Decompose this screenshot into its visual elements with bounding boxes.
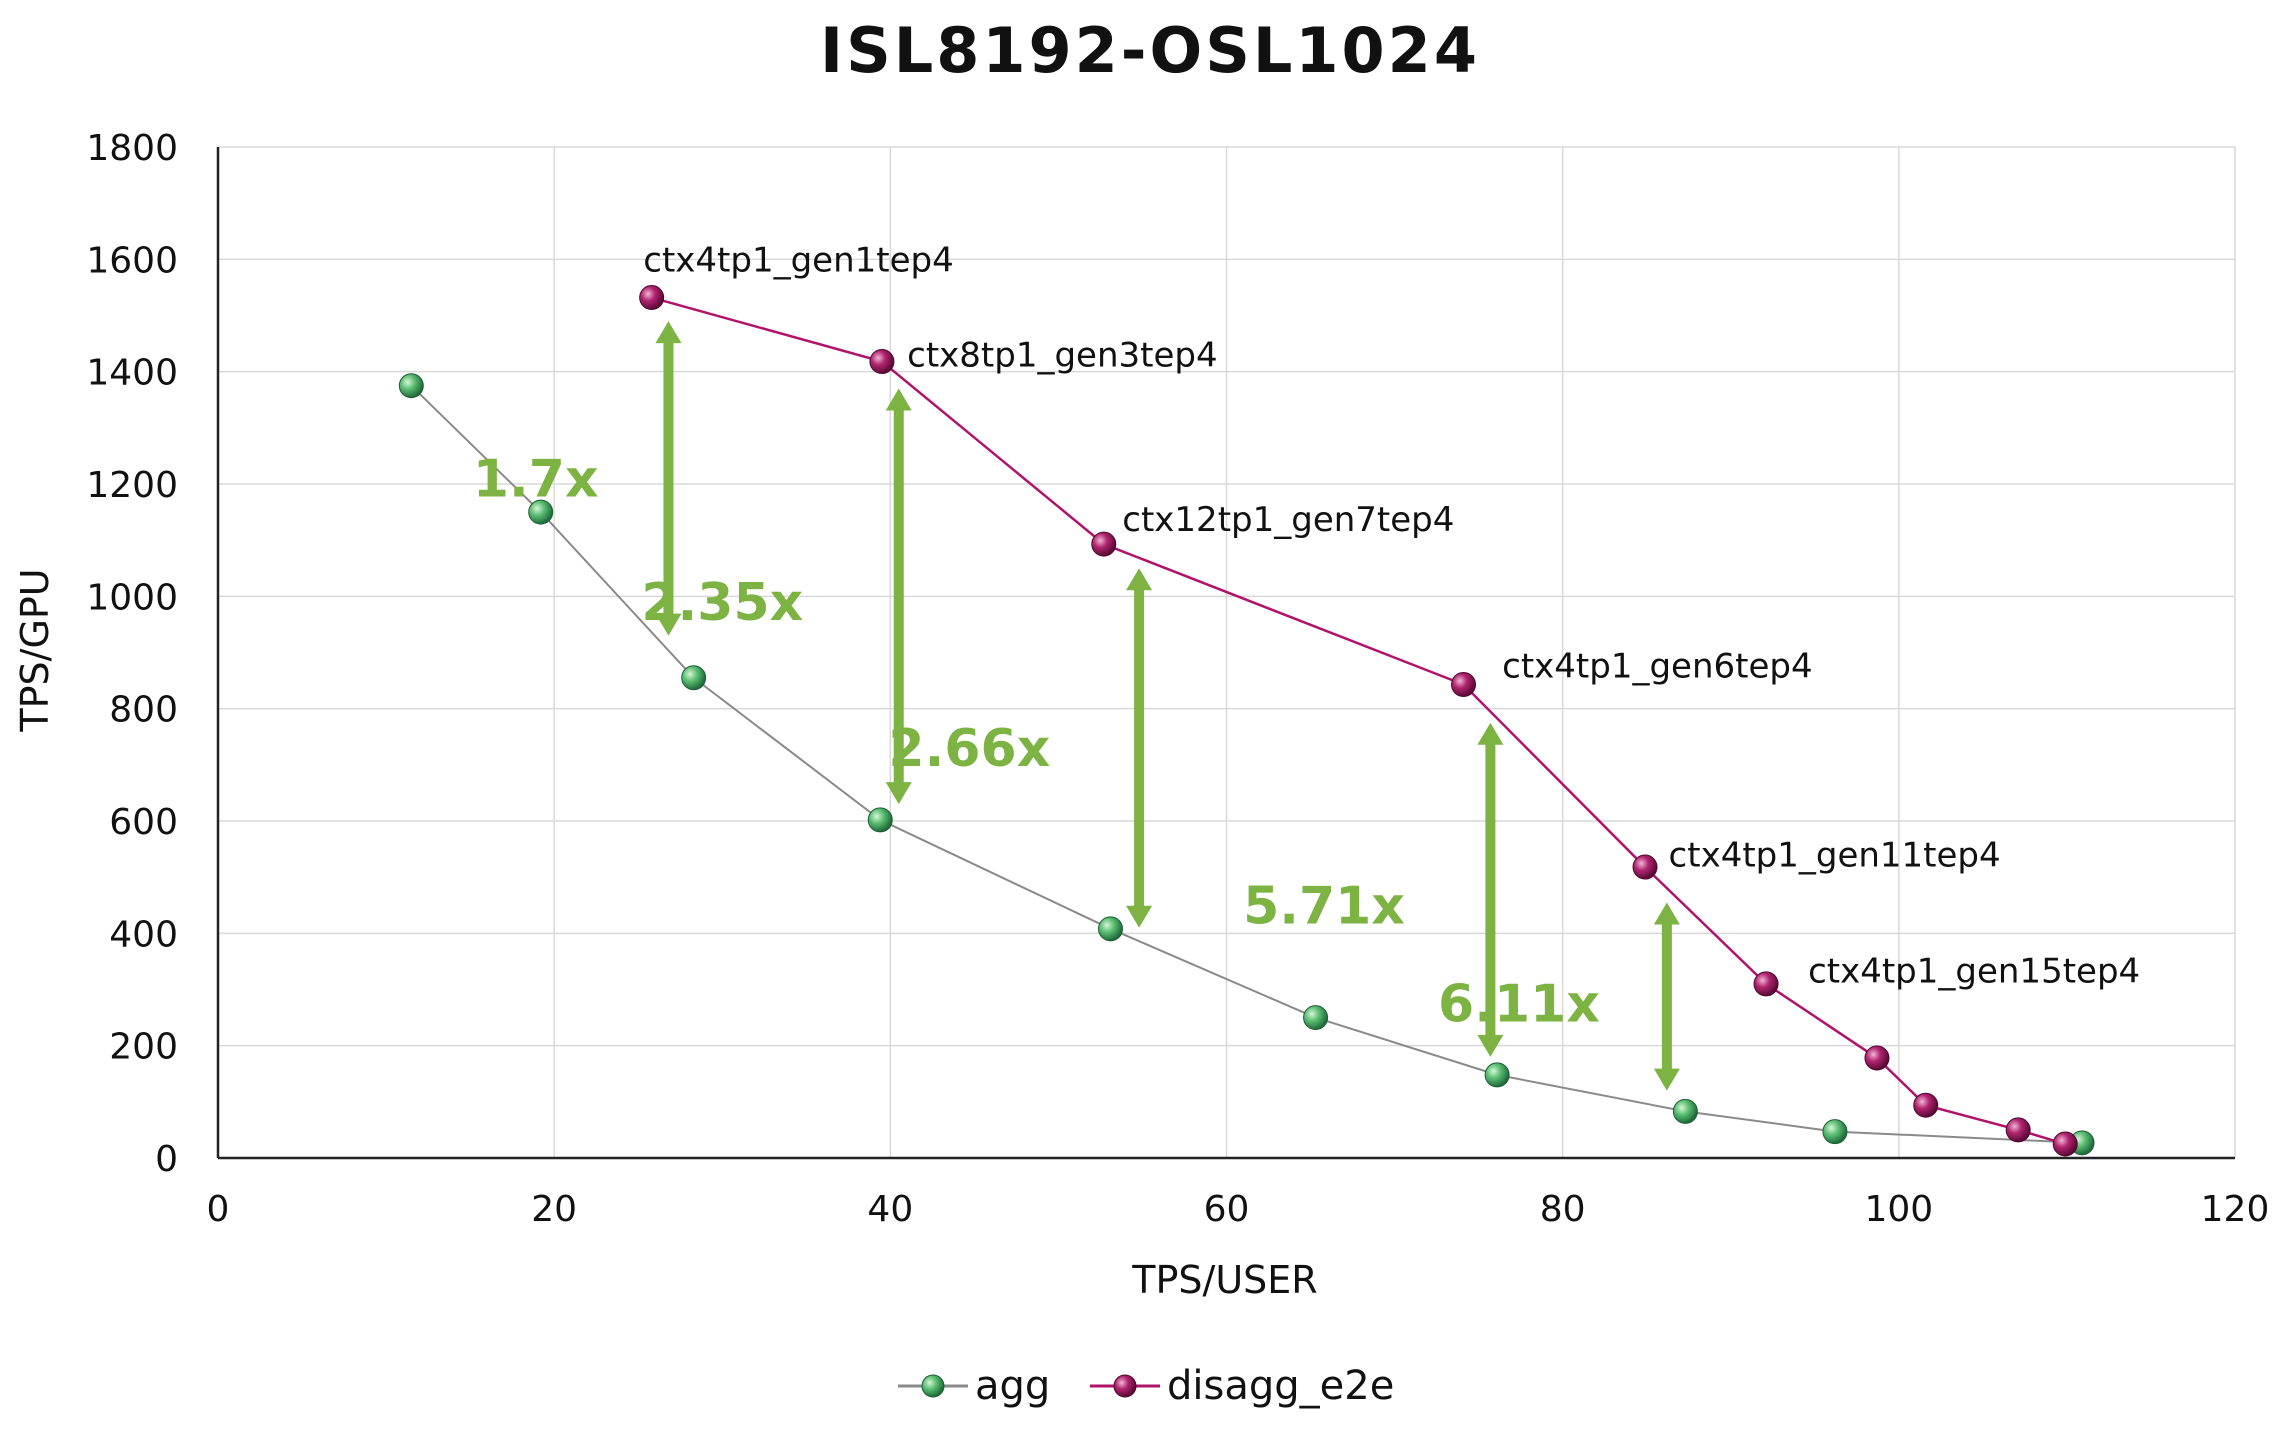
legend-marker-agg bbox=[921, 1374, 945, 1398]
data-point-disagg-e2e bbox=[869, 349, 895, 375]
y-tick-label: 600 bbox=[109, 802, 178, 843]
ratio-label: 5.71x bbox=[1243, 876, 1405, 936]
x-tick-label: 100 bbox=[1864, 1189, 1933, 1230]
data-point-disagg-e2e bbox=[1753, 971, 1779, 997]
data-point-agg bbox=[1303, 1005, 1329, 1031]
data-point-agg bbox=[528, 499, 554, 525]
legend-label-disagg-e2e: disagg_e2e bbox=[1167, 1363, 1394, 1409]
ratio-arrow-shaft bbox=[1661, 922, 1672, 1071]
ratio-arrow-shaft bbox=[1134, 588, 1145, 908]
y-axis-title: TPS/GPU bbox=[13, 568, 57, 732]
ratio-arrow-head-down bbox=[1126, 905, 1153, 928]
ratio-label: 2.66x bbox=[888, 719, 1050, 779]
ratio-arrows: 1.7x 2.35x 2.66x 5.71x 6.11x bbox=[473, 321, 1680, 1091]
ratio-arrow-shaft bbox=[893, 408, 904, 785]
series-line-disagg-e2e bbox=[651, 296, 2066, 1146]
ratio-arrow-head-down bbox=[655, 613, 682, 636]
ratio-arrow-shaft bbox=[663, 341, 674, 616]
y-tick-label: 1800 bbox=[86, 128, 178, 169]
ratio-arrow-head-down bbox=[885, 782, 912, 805]
ratio-arrow-group: 2.66x bbox=[888, 568, 1153, 928]
x-tick-label: 60 bbox=[1204, 1189, 1250, 1230]
ratio-arrow-head-down bbox=[1653, 1068, 1680, 1091]
ratio-arrow-head-up bbox=[1653, 902, 1680, 925]
config-label: ctx4tp1_gen1tep4 bbox=[643, 240, 953, 280]
x-tick-label: 20 bbox=[531, 1189, 577, 1230]
config-label: ctx8tp1_gen3tep4 bbox=[907, 335, 1217, 375]
data-point-disagg-e2e bbox=[2052, 1131, 2078, 1157]
y-tick-label: 200 bbox=[109, 1027, 178, 1068]
ratio-arrow-group: 6.11x bbox=[1438, 902, 1680, 1091]
data-point-agg bbox=[1484, 1062, 1510, 1088]
x-tick-label: 120 bbox=[2201, 1189, 2270, 1230]
y-tick-label: 1000 bbox=[86, 577, 178, 618]
ratio-arrow-group: 2.35x bbox=[641, 388, 912, 805]
ratio-arrow-shaft bbox=[1485, 742, 1496, 1037]
data-point-disagg-e2e bbox=[639, 285, 665, 311]
config-label: ctx12tp1_gen7tep4 bbox=[1122, 500, 1454, 540]
data-point-disagg-e2e bbox=[1913, 1092, 1939, 1118]
x-tick-label: 0 bbox=[207, 1189, 230, 1230]
ratio-label: 1.7x bbox=[473, 449, 599, 509]
y-tick-label: 1400 bbox=[86, 353, 178, 394]
data-point-agg bbox=[398, 373, 424, 399]
ratio-label: 6.11x bbox=[1438, 975, 1600, 1035]
data-point-disagg-e2e bbox=[1091, 531, 1117, 557]
y-tick-label: 1200 bbox=[86, 465, 178, 506]
series-agg bbox=[398, 373, 2095, 1156]
series-line-agg bbox=[410, 384, 2083, 1144]
y-tick-label: 800 bbox=[109, 690, 178, 731]
data-point-agg bbox=[1672, 1098, 1698, 1124]
data-point-agg bbox=[1822, 1119, 1848, 1145]
tick-labels: 0 200 400 600 800 1000 1200 1400 1600 1800 0 20 40 60… bbox=[86, 128, 2269, 1230]
ratio-arrow-head-up bbox=[885, 388, 912, 411]
ratio-label: 2.35x bbox=[641, 573, 803, 633]
x-tick-label: 80 bbox=[1540, 1189, 1586, 1230]
data-point-disagg-e2e bbox=[1450, 672, 1476, 698]
data-point-disagg-e2e bbox=[1632, 854, 1658, 880]
chart-title: ISL8192-OSL1024 bbox=[820, 14, 1480, 87]
y-tick-label: 1600 bbox=[86, 240, 178, 281]
series bbox=[398, 285, 2095, 1157]
x-axis-title: TPS/USER bbox=[1131, 1258, 1317, 1302]
config-label: ctx4tp1_gen11tep4 bbox=[1669, 836, 2001, 876]
config-annotations: ctx4tp1_gen1tep4 ctx8tp1_gen3tep4 ctx12tp1… bbox=[643, 240, 2140, 991]
series-disagg-e2e bbox=[639, 285, 2078, 1157]
config-label: ctx4tp1_gen6tep4 bbox=[1502, 646, 1812, 686]
data-point-disagg-e2e bbox=[1864, 1045, 1890, 1071]
ratio-arrow-head-up bbox=[1477, 722, 1504, 745]
data-point-agg bbox=[867, 807, 893, 833]
axes bbox=[216, 147, 2235, 1160]
legend-marker-disagg-e2e bbox=[1113, 1374, 1137, 1398]
legend-label-agg: agg bbox=[975, 1363, 1050, 1409]
y-tick-label: 400 bbox=[109, 914, 178, 955]
ratio-arrow-group: 5.71x bbox=[1243, 722, 1504, 1057]
y-tick-label: 0 bbox=[155, 1139, 178, 1180]
grid bbox=[218, 146, 2236, 1158]
ratio-arrow-head-up bbox=[655, 321, 682, 344]
x-tick-label: 40 bbox=[867, 1189, 913, 1230]
ratio-arrow-group: 1.7x bbox=[473, 321, 682, 636]
ratio-arrow-head-up bbox=[1126, 568, 1153, 591]
legend: agg disagg_e2e bbox=[898, 1363, 1394, 1409]
data-point-agg bbox=[681, 665, 707, 691]
legend-item-disagg-e2e[interactable]: disagg_e2e bbox=[1090, 1363, 1394, 1409]
ratio-arrow-head-down bbox=[1477, 1034, 1504, 1057]
legend-item-agg[interactable]: agg bbox=[898, 1363, 1050, 1409]
config-label: ctx4tp1_gen15tep4 bbox=[1808, 951, 2140, 991]
data-point-agg bbox=[1098, 916, 1124, 942]
data-point-disagg-e2e bbox=[2005, 1117, 2031, 1143]
